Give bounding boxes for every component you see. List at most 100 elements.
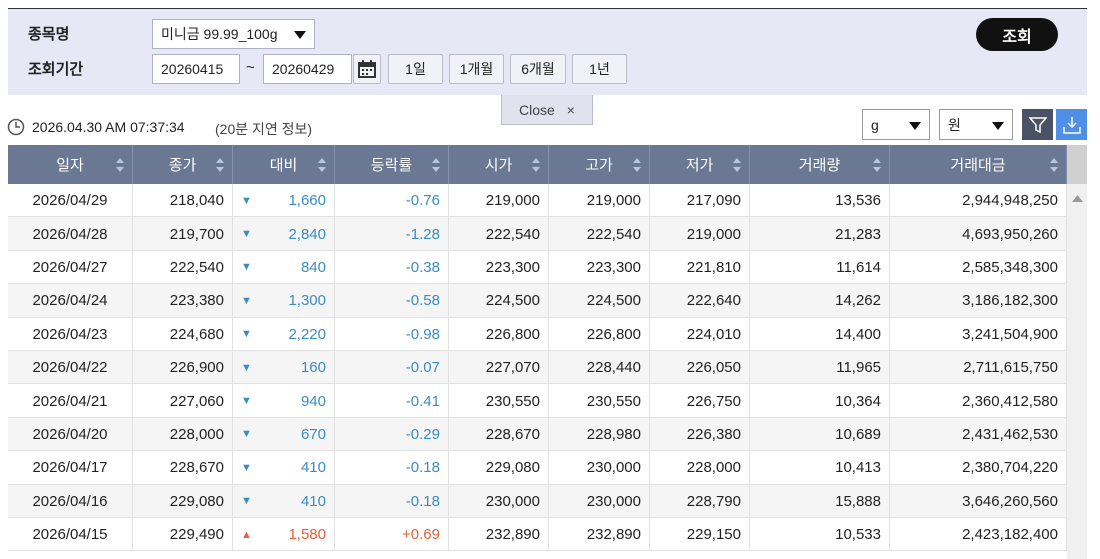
table-row [8, 351, 1067, 385]
column-header[interactable]: 저가 [650, 145, 750, 184]
table-cell: 1,300 [233, 284, 335, 318]
table-cell: -0.38 [335, 250, 449, 285]
tilde: ~ [246, 59, 255, 76]
sort-icon [733, 158, 741, 172]
table-cell: 222,540 [449, 217, 549, 251]
table-cell: -0.18 [335, 484, 449, 518]
table-cell: 222,540 [133, 250, 233, 285]
table-cell: 13,536 [750, 184, 890, 218]
scrollbar [1067, 145, 1087, 559]
column-header[interactable]: 종가 [133, 145, 233, 184]
search-button[interactable]: 조회 [976, 18, 1058, 51]
table-cell: 2026/04/27 [8, 250, 133, 285]
range-button[interactable]: 1일 [388, 54, 443, 84]
currency-select[interactable]: 원 [939, 109, 1013, 140]
table-cell: 3,186,182,300 [890, 284, 1067, 318]
table-cell: -0.98 [335, 317, 449, 351]
table-cell: 230,000 [549, 484, 650, 518]
table-cell: 226,800 [449, 317, 549, 351]
delay-note: (20분 지연 정보) [215, 121, 313, 137]
table-cell: 226,750 [650, 384, 750, 418]
table-cell: 2026/04/28 [8, 217, 133, 251]
column-header[interactable]: 대비 [233, 145, 335, 184]
table-cell: 10,533 [750, 518, 890, 552]
data-table: 일자 종가 대비 등락률 시가 고가 저가 거래량 거래대금 2026/04/29 218,040 ▼… [8, 145, 1087, 559]
table-cell: 3,241,504,900 [890, 317, 1067, 351]
table-cell: 2,944,948,250 [890, 184, 1067, 218]
table-cell: 2,585,348,300 [890, 250, 1067, 285]
table-cell: 4,693,950,260 [890, 217, 1067, 251]
table-cell: -1.28 [335, 217, 449, 251]
column-header[interactable]: 등락률 [335, 145, 449, 184]
item-select[interactable]: 미니금 99.99_100g [152, 19, 315, 49]
table-cell: 228,440 [549, 351, 650, 385]
unit-select[interactable]: g [862, 109, 930, 140]
dropdown-arrow [909, 122, 921, 130]
table-cell: 230,000 [449, 484, 549, 518]
table-cell: 2,220 [233, 317, 335, 351]
close-icon: × [566, 101, 575, 118]
dropdown-arrow [294, 31, 306, 39]
range-button[interactable]: 1년 [572, 54, 627, 84]
table-cell: 2,360,412,580 [890, 384, 1067, 418]
end-date-input[interactable]: 20260429 [263, 54, 352, 84]
table-cell: 2,380,704,220 [890, 451, 1067, 485]
table-cell: 224,500 [449, 284, 549, 318]
table-cell: 1,660 [233, 184, 335, 218]
change-arrow: ▼ [241, 228, 252, 241]
table-cell: 160 [233, 351, 335, 385]
table-cell: 229,080 [133, 484, 233, 518]
table-cell: 229,150 [650, 518, 750, 552]
table-row [8, 317, 1067, 351]
download-button[interactable] [1056, 109, 1087, 140]
table-cell: 3,646,260,560 [890, 484, 1067, 518]
end-date: 20260429 [272, 61, 335, 77]
scroll-up-arrow[interactable] [1072, 195, 1083, 202]
table-cell: 228,670 [449, 417, 549, 452]
close-tab[interactable]: Close × [501, 95, 593, 125]
table-row [8, 484, 1067, 518]
calendar-button[interactable] [353, 54, 381, 84]
table-cell: 222,540 [549, 217, 650, 251]
sort-icon [1050, 158, 1058, 172]
change-arrow: ▼ [241, 495, 252, 508]
column-header[interactable]: 시가 [449, 145, 549, 184]
column-header-text: 종가 [168, 157, 197, 174]
sort-icon [532, 158, 540, 172]
table-cell: 11,965 [750, 351, 890, 385]
table-cell: 21,283 [750, 217, 890, 251]
table-cell: -0.07 [335, 351, 449, 385]
timestamp: 2026.04.30 AM 07:37:34 [32, 119, 185, 135]
table-cell: 410 [233, 451, 335, 485]
start-date: 20260415 [161, 61, 224, 77]
range-button[interactable]: 6개월 [510, 54, 566, 84]
table-cell: 223,300 [449, 250, 549, 285]
table-cell: 232,890 [549, 518, 650, 552]
column-header[interactable]: 고가 [549, 145, 650, 184]
table-cell: 223,300 [549, 250, 650, 285]
table-cell: 228,670 [133, 451, 233, 485]
table-cell: 226,900 [133, 351, 233, 385]
table-cell: 2026/04/15 [8, 518, 133, 552]
start-date-input[interactable]: 20260415 [152, 54, 240, 84]
sort-icon [116, 158, 124, 172]
table-cell: 224,680 [133, 317, 233, 351]
table-cell: 228,000 [650, 451, 750, 485]
table-row [8, 518, 1067, 552]
clock-icon [7, 118, 25, 136]
table-cell: 10,413 [750, 451, 890, 485]
table-cell: 224,500 [549, 284, 650, 318]
table-cell: 2,423,182,400 [890, 518, 1067, 552]
range-button[interactable]: 1개월 [449, 54, 504, 84]
table-row [8, 384, 1067, 418]
column-header[interactable]: 거래대금 [890, 145, 1067, 184]
table-cell: 670 [233, 417, 335, 452]
column-header[interactable]: 일자 [8, 145, 133, 184]
table-cell: 2,431,462,530 [890, 417, 1067, 452]
table-cell: 222,640 [650, 284, 750, 318]
change-arrow: ▼ [241, 261, 252, 274]
unit-select-text: g [871, 116, 879, 133]
table-cell: 10,689 [750, 417, 890, 452]
column-header[interactable]: 거래량 [750, 145, 890, 184]
filter-button[interactable] [1022, 109, 1053, 140]
